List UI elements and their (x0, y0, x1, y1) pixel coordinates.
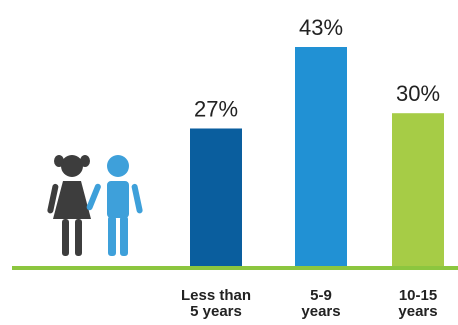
category-label-3-line-1: 10-15 (399, 287, 437, 304)
bar-3 (392, 113, 444, 266)
children-holding-hands-icon (47, 155, 143, 256)
category-label-2-line-1: 5-9 (310, 287, 332, 304)
value-labels-group: 27% 43% 30% (194, 15, 440, 121)
bar-1 (190, 128, 242, 266)
category-label-3-line-2: years (398, 303, 437, 320)
value-label-3: 30% (396, 81, 440, 106)
girl-figure (47, 155, 91, 256)
bars-group (190, 47, 444, 266)
category-label-1-line-1: Less than (181, 287, 251, 304)
bar-2 (295, 47, 347, 266)
category-label-1-line-2: 5 years (190, 303, 242, 320)
value-label-2: 43% (299, 15, 343, 40)
boy-figure (86, 155, 143, 256)
value-label-1: 27% (194, 96, 238, 121)
category-label-2-line-2: years (301, 303, 340, 320)
